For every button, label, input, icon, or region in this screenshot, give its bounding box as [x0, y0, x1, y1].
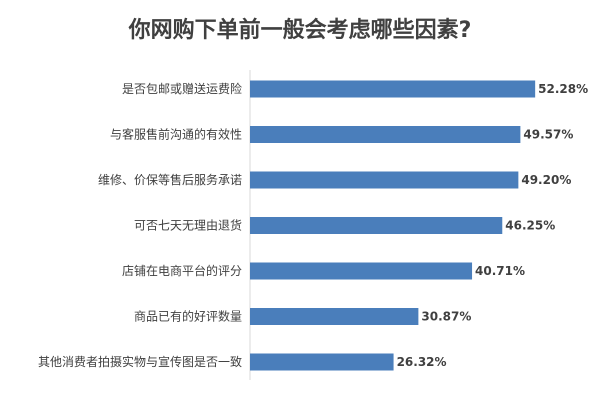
- category-label-6: 其他消费者拍摄实物与宣传图是否一致: [38, 354, 242, 369]
- value-label-6: 26.32%: [397, 355, 447, 369]
- bar-6: [250, 353, 394, 371]
- value-label-0: 52.28%: [538, 82, 588, 96]
- category-label-4: 店铺在电商平台的评分: [122, 263, 242, 278]
- value-label-5: 30.87%: [421, 310, 471, 324]
- bar-4: [250, 262, 473, 280]
- value-label-3: 46.25%: [505, 219, 555, 233]
- chart-title: 你网购下单前一般会考虑哪些因素?: [128, 18, 472, 43]
- category-label-1: 与客服售前沟通的有效性: [110, 127, 242, 142]
- bar-1: [250, 126, 521, 143]
- category-label-3: 可否七天无理由退货: [134, 218, 242, 233]
- category-label-0: 是否包邮或赠送运费险: [122, 81, 242, 96]
- category-label-2: 维修、价保等售后服务承诺: [98, 172, 242, 187]
- category-label-5: 商品已有的好评数量: [134, 309, 242, 324]
- bars-group: 是否包邮或赠送运费险 52.28% 与客服售前沟通的有效性 49.57% 维修、价保等售…: [38, 80, 588, 371]
- bar-2: [250, 171, 519, 189]
- value-label-1: 49.57%: [523, 128, 573, 142]
- bar-3: [250, 217, 503, 234]
- bar-5: [250, 308, 419, 325]
- value-label-2: 49.20%: [521, 173, 571, 187]
- bar-0: [250, 80, 536, 98]
- value-label-4: 40.71%: [475, 264, 525, 278]
